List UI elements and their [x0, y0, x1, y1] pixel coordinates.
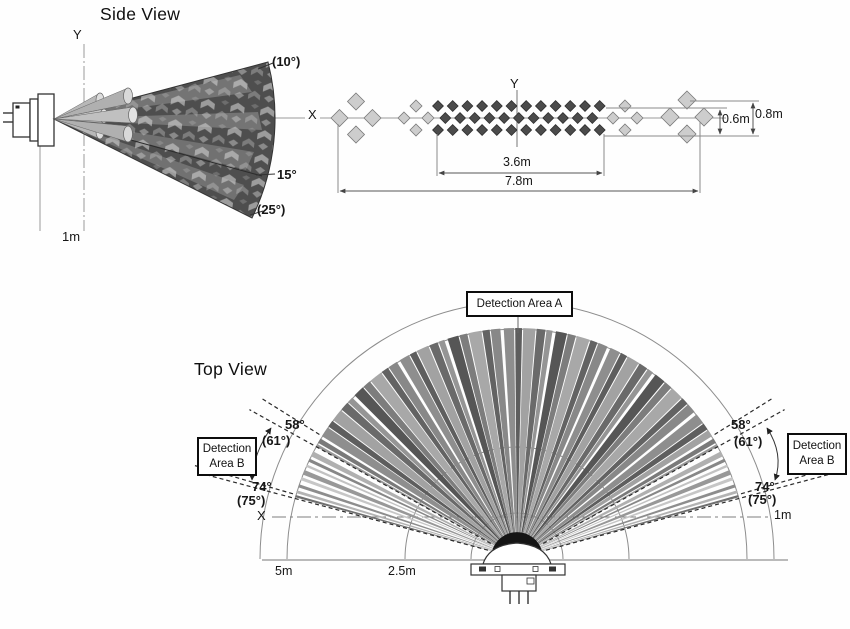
x-axis-label: X: [308, 107, 317, 122]
angle-74-right-label: 74°: [755, 479, 775, 494]
range-2-5m-label: 2.5m: [388, 564, 416, 578]
range-5m-label: 5m: [275, 564, 293, 578]
detection-area-b-label-right: Detection Area B: [792, 440, 842, 467]
top-view-x-axis-label: X: [257, 508, 266, 523]
angle-58-right-label: 58°: [731, 417, 751, 432]
side-angle-25-label: (25°): [257, 202, 286, 217]
side-view-sensor-icon: [3, 93, 55, 147]
footprint-height-0-6m: 0.6m: [722, 112, 750, 126]
side-view-title: Side View: [100, 4, 181, 24]
footprint-height-0-8m: 0.8m: [755, 107, 783, 121]
side-angle-15-label: 15°: [277, 167, 297, 182]
angle-61-right-label: (61°): [734, 434, 763, 449]
side-view-diagram: [3, 44, 305, 231]
side-view-1m-label: 1m: [62, 229, 81, 244]
beam-footprint-zones: [330, 90, 714, 144]
detection-area-b-box-right: Detection Area B: [787, 433, 847, 475]
footprint-width-3-6m: 3.6m: [503, 155, 531, 169]
top-view-1m-label: 1m: [774, 508, 792, 522]
angle-74-left-label: 74°: [252, 479, 272, 494]
detection-area-a-box: Detection Area A: [466, 291, 573, 317]
top-view-sensor-icon: [470, 542, 566, 604]
near-field-beam-cones: [53, 87, 138, 143]
footprint-width-7-8m: 7.8m: [505, 174, 533, 188]
angle-61-left-label: (61°): [262, 433, 291, 448]
angle-75-left-label: (75°): [237, 493, 266, 508]
side-view-beam-fan: [52, 61, 276, 219]
dimension-lines: [339, 102, 756, 194]
detection-area-a-label: Detection Area A: [476, 297, 563, 310]
angle-58-left-label: 58°: [285, 417, 305, 432]
beam-footprint-diagram: [320, 90, 759, 194]
top-view-title: Top View: [194, 359, 268, 379]
top-view-diagram: [191, 301, 843, 604]
top-view-detection-fan: [191, 327, 843, 558]
side-angle-10-label: (10°): [272, 54, 301, 69]
side-view-y-axis-label: Y: [73, 27, 82, 42]
detection-area-b-box-left: Detection Area B: [197, 437, 257, 476]
detection-area-b-label-left: Detection Area B: [202, 442, 252, 470]
area-b-angle-arrow-right: [766, 427, 780, 481]
footprint-y-axis-label: Y: [510, 76, 519, 91]
angle-75-right-label: (75°): [748, 492, 777, 507]
